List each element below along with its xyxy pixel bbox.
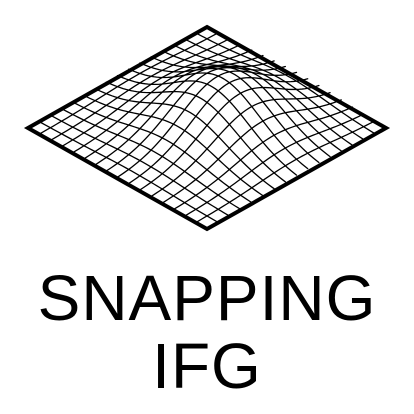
mesh-line-v	[72, 101, 253, 204]
gaussian-surface-mesh-icon	[23, 24, 391, 232]
mesh-line-u	[49, 38, 231, 142]
mesh-line-u	[195, 120, 376, 224]
mesh-line-v	[94, 88, 275, 190]
mesh-line-u	[105, 65, 286, 172]
mesh-line-u	[139, 84, 320, 191]
mesh-line-u	[183, 113, 365, 217]
logo-name-line-2: IFG	[152, 330, 262, 402]
mesh-line-v	[183, 38, 365, 141]
mesh-line-u	[128, 77, 309, 185]
mesh-line-v	[49, 114, 231, 217]
mesh-line-u	[150, 91, 331, 198]
mesh-line-v	[195, 32, 376, 135]
mesh-line-v	[38, 120, 219, 224]
mesh-line-u	[38, 32, 219, 135]
mesh-border	[23, 24, 391, 232]
logo-name-line-1: SNAPPING	[37, 262, 377, 334]
mesh-line-u	[172, 106, 354, 211]
mesh-line-u	[161, 99, 342, 204]
mesh-line-v	[60, 107, 242, 210]
mesh-line-v	[105, 81, 286, 183]
mesh-line-v	[83, 94, 264, 197]
mesh-line-v	[116, 74, 298, 176]
mesh-grid	[38, 32, 376, 224]
